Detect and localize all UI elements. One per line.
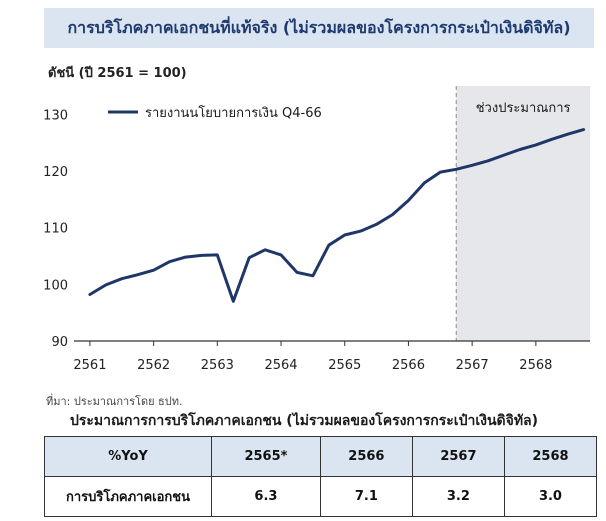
y-tick-label: 110 (43, 222, 68, 237)
line-chart: ช่วงประมาณการ 90 100 110 120 130 2561 2562 2563… (43, 86, 590, 373)
table-cell: 7.1 (319, 476, 413, 517)
series-line (88, 128, 586, 303)
table-title: ประมาณการการบริโภคภาคเอกชน (ไม่รวมผลของโ… (70, 413, 539, 429)
table-header-label: %YoY (44, 436, 212, 477)
x-tick-label: 2568 (519, 358, 552, 373)
table-row-label: การบริโภคภาคเอกชน (44, 476, 212, 517)
source-note: ที่มา: ประมาณการโดย ธปท. (46, 395, 183, 408)
x-tick-label: 2562 (137, 358, 170, 373)
x-tick-label: 2564 (264, 358, 297, 373)
forecast-region (456, 86, 590, 341)
table-header-2565: 2565* (211, 436, 321, 477)
forecast-label: ช่วงประมาณการ (476, 101, 571, 116)
forecast-table: %YoY 2565* 2566 2567 2568 การบริโภคภาคเอ… (44, 436, 598, 517)
y-tick-label: 90 (51, 335, 68, 350)
table-cell: 3.0 (503, 476, 598, 517)
y-axis-label: ดัชนี (ปี 2561 = 100) (48, 66, 187, 81)
table-header-2568: 2568 (503, 436, 598, 477)
table-header-2566: 2566 (319, 436, 413, 477)
table-cell: 3.2 (411, 476, 505, 517)
y-tick-label: 120 (43, 165, 68, 180)
x-tick-label: 2566 (392, 358, 425, 373)
chart-title: การบริโภคภาคเอกชนที่แท้จริง (ไม่รวมผลของ… (44, 8, 594, 48)
y-tick-label: 130 (43, 108, 68, 123)
table-cell: 6.3 (211, 476, 321, 517)
x-tick-label: 2565 (328, 358, 361, 373)
table-header-2567: 2567 (411, 436, 505, 477)
table-row: การบริโภคภาคเอกชน 6.3 7.1 3.2 3.0 (44, 476, 598, 517)
legend-label: รายงานนโยบายการเงิน Q4-66 (145, 105, 322, 121)
y-tick-label: 100 (43, 278, 68, 293)
x-tick-label: 2567 (456, 358, 489, 373)
x-tick-label: 2561 (73, 358, 106, 373)
x-tick-label: 2563 (201, 358, 234, 373)
table-header-row: %YoY 2565* 2566 2567 2568 (44, 436, 598, 477)
